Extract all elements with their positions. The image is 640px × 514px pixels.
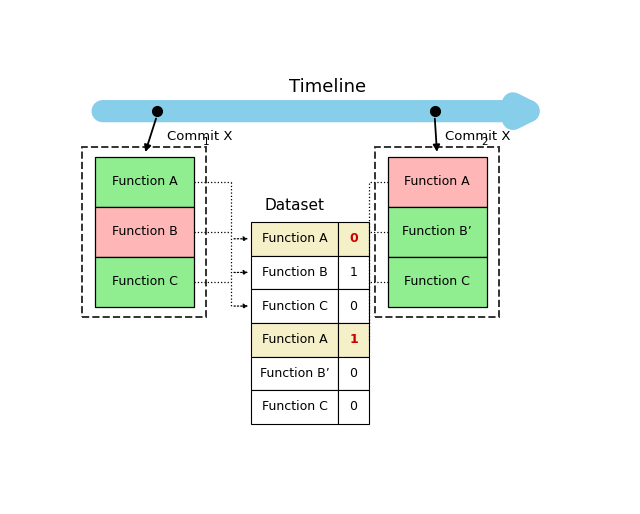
Bar	[251, 323, 338, 357]
Text: Function C: Function C	[262, 300, 328, 313]
Bar	[338, 289, 369, 323]
Text: Commit X: Commit X	[167, 131, 232, 143]
Text: Function A: Function A	[262, 232, 327, 245]
Bar	[338, 222, 369, 255]
Bar	[83, 147, 207, 317]
Text: Function B: Function B	[262, 266, 328, 279]
Text: Dataset: Dataset	[264, 198, 324, 213]
Text: 1: 1	[349, 266, 358, 279]
Text: Function A: Function A	[111, 175, 177, 188]
Bar	[338, 390, 369, 424]
Bar	[338, 255, 369, 289]
Bar	[251, 222, 338, 255]
Text: Function C: Function C	[262, 400, 328, 413]
Bar	[251, 289, 338, 323]
Text: Function C: Function C	[111, 276, 177, 288]
Text: 1: 1	[203, 137, 210, 147]
Text: 0: 0	[349, 232, 358, 245]
Bar	[95, 157, 194, 207]
Text: Function B: Function B	[111, 225, 177, 238]
Text: Timeline: Timeline	[289, 79, 367, 97]
Bar	[375, 147, 499, 317]
Bar	[95, 257, 194, 307]
Bar	[251, 390, 338, 424]
Text: Function B’: Function B’	[260, 367, 330, 380]
Text: 2: 2	[481, 137, 488, 147]
Text: Function A: Function A	[262, 333, 327, 346]
Bar	[388, 257, 487, 307]
Text: Function B’: Function B’	[403, 225, 472, 238]
Text: Commit X: Commit X	[445, 131, 510, 143]
Bar	[95, 207, 194, 257]
Bar	[338, 357, 369, 390]
Text: Function C: Function C	[404, 276, 470, 288]
Bar	[338, 323, 369, 357]
Text: Function A: Function A	[404, 175, 470, 188]
Text: 1: 1	[349, 333, 358, 346]
Bar	[251, 255, 338, 289]
Bar	[388, 157, 487, 207]
Text: 0: 0	[349, 400, 358, 413]
Bar	[388, 207, 487, 257]
Bar	[251, 357, 338, 390]
Text: 0: 0	[349, 367, 358, 380]
Text: 0: 0	[349, 300, 358, 313]
